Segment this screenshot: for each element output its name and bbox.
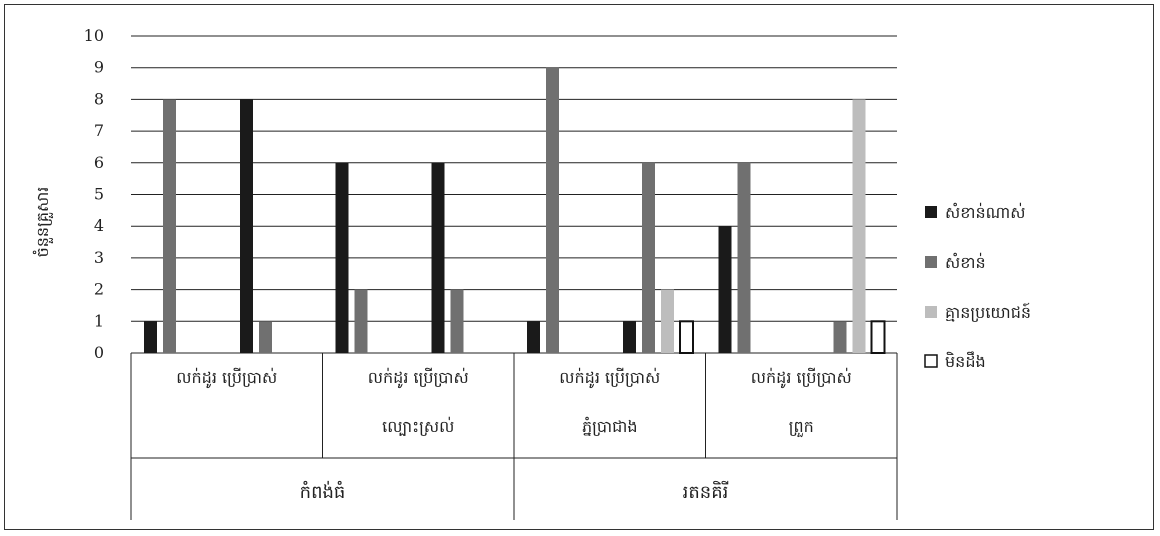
- bar-lak-dor-1: [335, 162, 349, 353]
- bars: [144, 67, 886, 354]
- category-sublabel: ព្រួក: [789, 417, 814, 438]
- category-label: លក់ដូរ ប្រើប្រាស់: [176, 367, 277, 389]
- category-labels: លក់ដូរ ប្រើប្រាស់ លក់ដូរ ប្រើប្រាស់ល្បោះស…: [176, 367, 851, 503]
- legend-label: សំខាន់: [945, 252, 986, 272]
- bar-prae-pras-2: [642, 162, 655, 353]
- legend-label: មិនដឹង: [945, 351, 986, 371]
- legend-label: សំខាន់ណាស់: [945, 202, 1025, 222]
- category-label: លក់ដូរ ប្រើប្រាស់: [368, 367, 469, 389]
- bar-prae-pras-4: [679, 320, 694, 354]
- group-label: កំពង់ធំ: [300, 480, 346, 503]
- bar-prae-pras-2: [833, 321, 847, 353]
- bar-lak-dor-2: [163, 99, 176, 354]
- y-tick-label: 10: [84, 26, 104, 45]
- y-tick-label: 6: [94, 153, 104, 172]
- legend: សំខាន់ណាស់សំខាន់គ្មានប្រយោជន៍មិនដឹង: [924, 202, 1031, 371]
- y-tick-label: 3: [94, 248, 104, 267]
- axes: [130, 353, 898, 520]
- category-sublabel: ល្បោះស្រល់: [382, 416, 454, 436]
- y-tick-label: 4: [94, 216, 104, 235]
- bar-prae-pras-4: [870, 320, 886, 354]
- y-tick-label: 7: [94, 121, 104, 140]
- category-label: លក់ដូរ ប្រើប្រាស់: [751, 367, 852, 389]
- bar-lak-dor-2: [354, 289, 368, 353]
- group-label: រតនគិរី: [683, 480, 729, 503]
- legend-swatch: [925, 306, 937, 318]
- legend-swatch: [925, 256, 937, 268]
- chart-frame: [4, 4, 1154, 530]
- bar-prae-pras-2: [450, 289, 464, 353]
- legend-swatch: [924, 354, 938, 368]
- bar-prae-pras-1: [431, 162, 445, 353]
- bar-lak-dor-1: [527, 321, 540, 353]
- y-tick-label: 1: [94, 311, 104, 330]
- bar-prae-pras-3: [661, 289, 674, 353]
- bar-prae-pras-2: [259, 321, 272, 353]
- y-tick-label: 2: [94, 280, 104, 299]
- y-tick-label: 9: [94, 58, 104, 77]
- category-sublabel: ភ្នំប្រាជាង: [582, 416, 638, 436]
- gridlines: [131, 35, 897, 354]
- bar-lak-dor-1: [144, 321, 157, 353]
- y-tick-label: 0: [94, 343, 104, 362]
- bar-lak-dor-1: [718, 226, 732, 353]
- y-tick-label: 5: [94, 185, 104, 204]
- y-axis-label: ចំនួនគ្រួសារ: [32, 187, 54, 258]
- bar-lak-dor-2: [546, 67, 559, 353]
- y-tick-labels: 0 1 2 3 4 5 6 7 8 9 10: [84, 26, 104, 362]
- legend-label: គ្មានប្រយោជន៍: [945, 302, 1031, 322]
- bar-prae-pras-1: [623, 321, 636, 353]
- y-tick-label: 8: [94, 89, 104, 108]
- category-label: លក់ដូរ ប្រើប្រាស់: [559, 367, 660, 389]
- bar-lak-dor-2: [737, 162, 751, 353]
- legend-swatch: [925, 206, 937, 218]
- bar-prae-pras-3: [852, 99, 866, 354]
- bar-prae-pras-1: [240, 99, 253, 354]
